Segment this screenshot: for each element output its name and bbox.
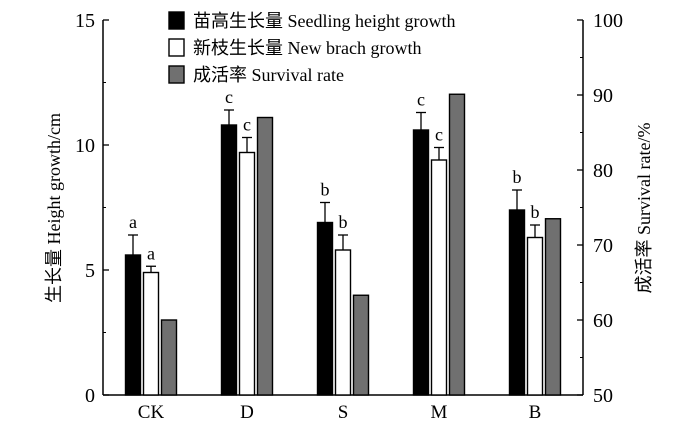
bar-s-series-0 <box>316 221 334 396</box>
bar-s-series-1 <box>334 249 352 396</box>
significance-label: c <box>243 115 251 135</box>
legend-swatch-0 <box>168 11 185 30</box>
bar-d-series-1 <box>238 151 256 396</box>
bar-b-series-2 <box>544 218 562 396</box>
axes-group: 0 5 10 15 50 60 70 80 90 100 生长量 Height growth/cm 成… <box>44 10 654 422</box>
bar-ck-series-0 <box>124 254 142 396</box>
significance-label: a <box>147 243 155 263</box>
right-tick-label: 100 <box>593 10 623 32</box>
legend-label-0: 苗高生长量 Seedling height growth <box>193 11 455 31</box>
significance-label: a <box>129 212 137 232</box>
significance-label: b <box>339 212 348 232</box>
x-tick-label: CK <box>138 402 165 422</box>
right-axis-title: 成活率 Survival rate/% <box>634 123 654 294</box>
left-tick-label: 15 <box>75 10 95 32</box>
significance-label: b <box>513 167 522 187</box>
significance-label: c <box>225 87 233 107</box>
right-tick-label: 50 <box>593 385 613 407</box>
legend-group: 苗高生长量 Seedling height growth 新枝生长量 New br… <box>168 11 455 85</box>
significance-label: b <box>321 180 330 200</box>
bar-d-series-2 <box>256 116 274 396</box>
left-tick-label: 0 <box>85 385 95 407</box>
x-tick-label: S <box>338 402 349 422</box>
bar-m-series-0 <box>412 129 430 396</box>
significance-label: b <box>531 202 540 222</box>
right-tick-label: 70 <box>593 235 613 257</box>
legend-swatch-2 <box>168 65 185 84</box>
bar-m-series-2 <box>448 93 466 396</box>
bar-d-series-0 <box>220 124 238 396</box>
bar-ck-series-2 <box>160 319 178 396</box>
right-tick-label: 90 <box>593 85 613 107</box>
left-tick-label: 10 <box>75 135 95 157</box>
right-tick-label: 80 <box>593 160 613 182</box>
significance-label: c <box>417 90 425 110</box>
legend-label-2: 成活率 Survival rate <box>193 65 344 85</box>
bar-b-series-1 <box>526 236 544 396</box>
x-tick-label: B <box>529 402 542 422</box>
legend-swatch-1 <box>168 38 185 57</box>
bar-s-series-2 <box>352 294 370 396</box>
right-tick-label: 60 <box>593 310 613 332</box>
x-tick-label: M <box>431 402 448 422</box>
bar-ck-series-1 <box>142 271 160 396</box>
x-tick-label: D <box>240 402 254 422</box>
legend-label-1: 新枝生长量 New brach growth <box>193 38 421 58</box>
bar-b-series-0 <box>508 209 526 396</box>
bar-m-series-1 <box>430 159 448 396</box>
significance-label: c <box>435 125 443 145</box>
left-tick-label: 5 <box>85 260 95 282</box>
left-axis-title: 生长量 Height growth/cm <box>44 113 64 303</box>
